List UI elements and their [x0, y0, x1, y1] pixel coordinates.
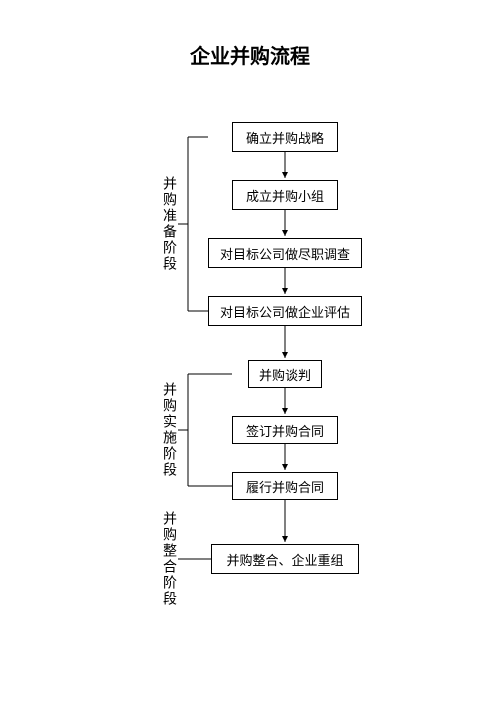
flow-node: 并购整合、企业重组 [211, 544, 359, 574]
flow-node: 对目标公司做企业评估 [208, 296, 362, 326]
phase-label: 并购准备阶段 [158, 176, 178, 272]
phase-label: 并购整合阶段 [158, 511, 178, 607]
flow-node: 履行并购合同 [232, 472, 338, 500]
page: 企业并购流程 确立并购战略成立并购小组对目标公司做尽职调查对目标公司做企业评估并… [0, 0, 500, 707]
connectors-layer [0, 0, 500, 707]
phase-label: 并购实施阶段 [158, 382, 178, 478]
flow-node: 并购谈判 [248, 360, 322, 388]
flow-node: 对目标公司做尽职调查 [208, 238, 362, 268]
flow-node: 成立并购小组 [232, 180, 338, 210]
flow-node: 签订并购合同 [232, 416, 338, 444]
flow-node: 确立并购战略 [232, 122, 338, 152]
